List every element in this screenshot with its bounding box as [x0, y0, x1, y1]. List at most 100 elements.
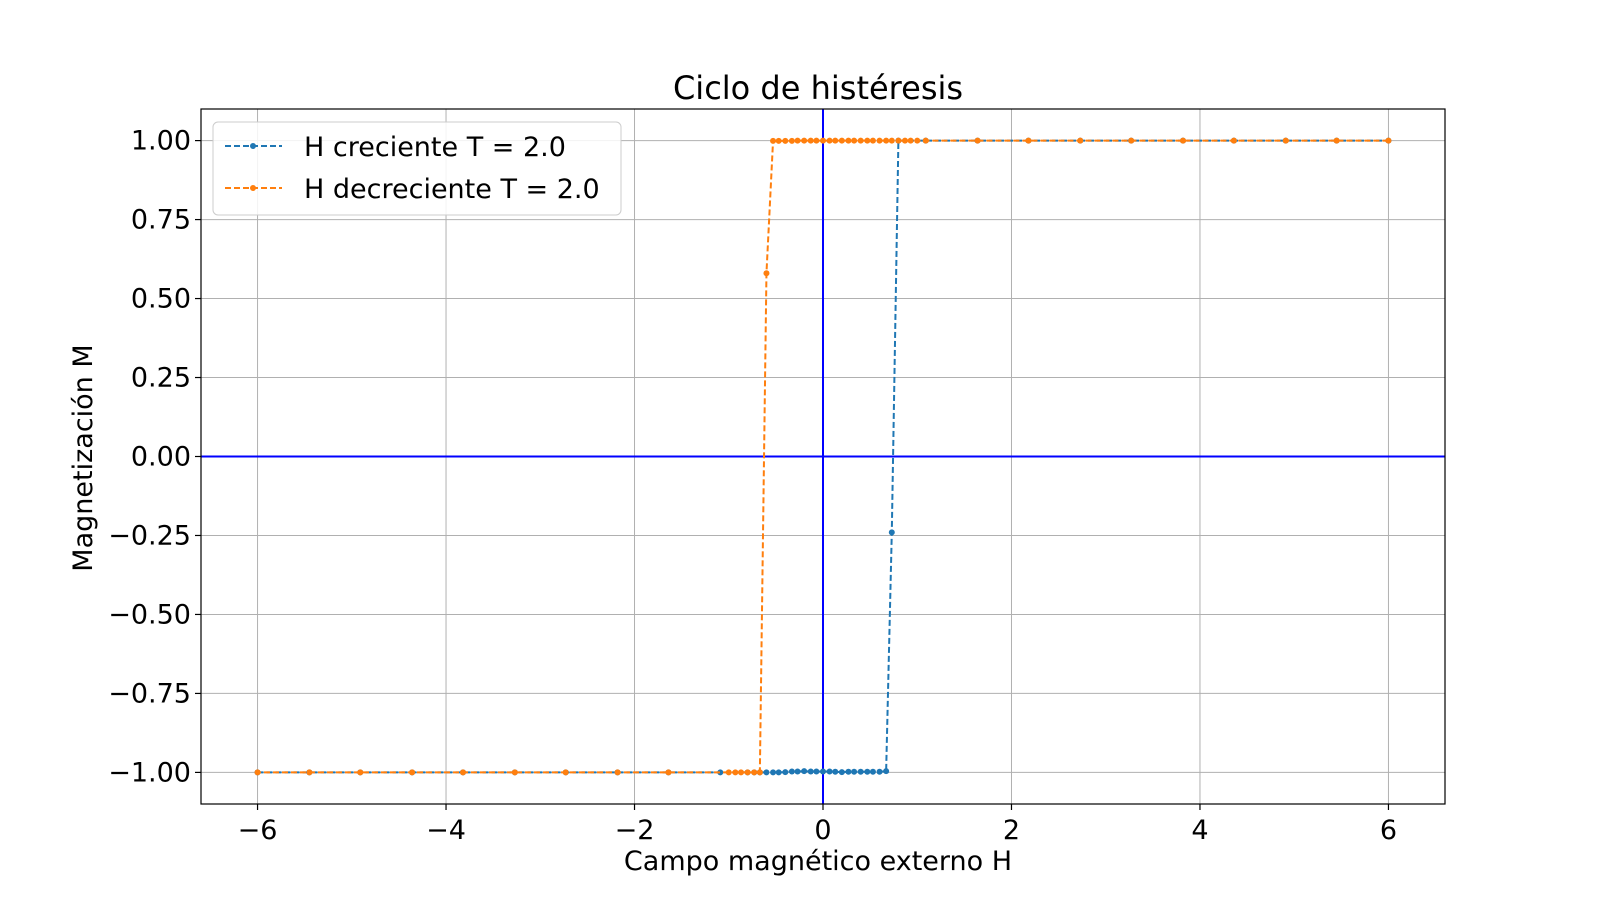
x-tick-label: 4 — [1191, 815, 1208, 846]
x-axis-ticks: −6 −4 −2 0 2 4 6 — [238, 804, 1397, 846]
data-point — [306, 769, 313, 776]
data-point — [888, 529, 895, 536]
data-point — [1230, 137, 1237, 144]
data-point — [845, 137, 852, 144]
data-point — [763, 769, 770, 776]
series-layer — [254, 137, 1392, 776]
data-point — [838, 769, 845, 776]
data-point — [788, 768, 795, 775]
y-tick-label: −0.25 — [108, 520, 191, 551]
data-point — [756, 769, 763, 776]
data-point — [801, 768, 808, 775]
y-tick-label: 0.00 — [131, 442, 191, 473]
data-point — [1025, 137, 1032, 144]
series-line — [257, 139, 1389, 774]
data-point — [1282, 137, 1289, 144]
y-axis-label: Magnetización M — [68, 344, 99, 571]
data-point — [974, 137, 981, 144]
data-point — [782, 769, 789, 776]
legend-item: H decreciente T = 2.0 — [225, 174, 600, 205]
y-tick-label: −0.75 — [108, 678, 191, 709]
data-point — [511, 769, 518, 776]
data-point — [807, 137, 814, 144]
data-point — [888, 137, 895, 144]
data-point — [717, 769, 724, 776]
legend-item: H creciente T = 2.0 — [225, 132, 566, 163]
data-point — [459, 769, 466, 776]
chart-title: Ciclo de histéresis — [673, 69, 963, 107]
data-point — [732, 769, 739, 776]
y-axis-ticks: 1.00 0.75 0.50 0.25 0.00 −0.25 −0.50 −0.75 −1.00 — [108, 126, 201, 788]
legend-box — [212, 121, 622, 216]
data-point — [883, 768, 890, 775]
data-point — [845, 768, 852, 775]
data-point — [763, 270, 770, 277]
data-point — [864, 768, 871, 775]
data-point — [751, 769, 758, 776]
data-point — [801, 137, 808, 144]
legend-label: H decreciente T = 2.0 — [304, 174, 600, 205]
series-2 — [254, 137, 1392, 776]
legend-label: H creciente T = 2.0 — [304, 132, 566, 163]
y-tick-label: 1.00 — [131, 126, 191, 157]
data-point — [832, 137, 839, 144]
data-point — [851, 768, 858, 775]
x-tick-label: −4 — [426, 815, 466, 846]
y-tick-label: 0.50 — [131, 284, 191, 315]
x-tick-label: 0 — [814, 815, 831, 846]
data-point — [851, 137, 858, 144]
data-point — [782, 137, 789, 144]
legend-swatch-marker — [250, 143, 256, 149]
x-tick-label: 6 — [1380, 815, 1397, 846]
x-tick-label: −2 — [615, 815, 655, 846]
data-point — [775, 137, 782, 144]
data-point — [826, 137, 833, 144]
data-point — [826, 768, 833, 775]
data-point — [1385, 137, 1392, 144]
data-point — [725, 769, 732, 776]
x-tick-label: −6 — [238, 815, 278, 846]
data-point — [864, 137, 871, 144]
reference-lines — [201, 109, 1445, 804]
legend-swatch-marker — [250, 185, 256, 191]
y-tick-label: −0.50 — [108, 599, 191, 630]
data-point — [832, 768, 839, 775]
data-point — [857, 768, 864, 775]
data-point — [775, 769, 782, 776]
data-point — [907, 137, 914, 144]
data-point — [1333, 137, 1340, 144]
data-point — [665, 769, 672, 776]
data-point — [409, 769, 416, 776]
x-axis-label: Campo magnético externo H — [624, 846, 1012, 877]
data-point — [895, 137, 902, 144]
data-point — [901, 137, 908, 144]
data-point — [770, 769, 777, 776]
data-point — [794, 768, 801, 775]
data-point — [770, 137, 777, 144]
data-point — [883, 137, 890, 144]
legend: H creciente T = 2.0 H decreciente T = 2.0 — [212, 121, 622, 216]
data-point — [869, 768, 876, 775]
data-point — [820, 768, 826, 775]
data-point — [794, 137, 801, 144]
data-point — [738, 769, 745, 776]
data-point — [357, 769, 364, 776]
x-tick-label: 2 — [1003, 815, 1020, 846]
data-point — [562, 769, 569, 776]
data-point — [1180, 137, 1187, 144]
data-point — [857, 137, 864, 144]
data-point — [813, 768, 820, 775]
data-point — [922, 137, 929, 144]
data-point — [876, 768, 883, 775]
data-point — [807, 768, 814, 775]
data-point — [744, 769, 751, 776]
y-tick-label: −1.00 — [108, 757, 191, 788]
data-point — [1128, 137, 1135, 144]
data-point — [820, 137, 826, 144]
series-line — [257, 139, 1389, 774]
data-point — [614, 769, 621, 776]
data-point — [788, 137, 795, 144]
y-tick-label: 0.25 — [131, 363, 191, 394]
data-point — [1077, 137, 1084, 144]
data-point — [869, 137, 876, 144]
